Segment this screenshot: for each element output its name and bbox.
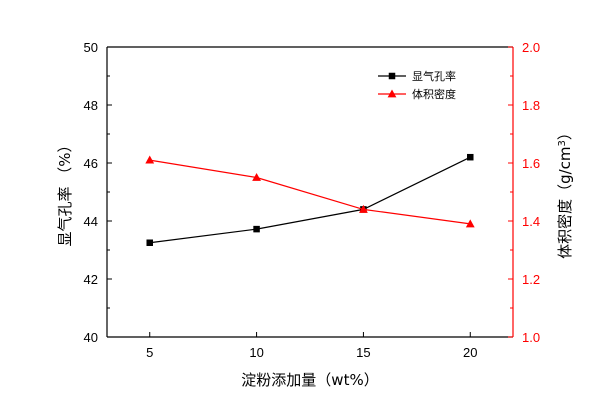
y-right-tick-label: 1.6 <box>522 156 540 171</box>
y-right-title-main: 体积密度（g/cm <box>556 146 574 258</box>
series-line <box>149 159 471 225</box>
data-point-triangle <box>465 219 475 228</box>
legend-label: 显气孔率 <box>412 69 456 83</box>
y-right-tick-label: 1.8 <box>522 98 540 113</box>
y-left-tick-label: 50 <box>84 40 98 55</box>
y-right-title-sup: 3 <box>557 140 568 146</box>
x-tick-label: 5 <box>146 345 153 360</box>
series-line <box>149 156 471 244</box>
y-left-tick-label: 48 <box>84 98 98 113</box>
x-tick-label: 20 <box>463 345 477 360</box>
x-tick-label: 15 <box>356 345 370 360</box>
y-left-tick-label: 46 <box>84 156 98 171</box>
data-point-triangle <box>252 172 261 181</box>
legend-item: 显气孔率 <box>378 69 456 83</box>
data-point-square <box>467 153 474 161</box>
data-point-triangle <box>359 204 368 213</box>
legend-label: 体积密度 <box>412 87 456 101</box>
series <box>145 153 475 246</box>
y-right-tick-label: 1.4 <box>522 214 540 229</box>
data-point-square <box>253 225 260 233</box>
data-point-square <box>146 239 153 246</box>
y-left-tick-label: 44 <box>84 214 98 229</box>
y-left-axis-title: 显气孔率 （%） <box>56 137 74 246</box>
data-point-triangle <box>387 89 397 98</box>
x-tick-label: 10 <box>249 345 263 360</box>
series-density <box>145 155 475 228</box>
x-axis-title: 淀粉添加量（wt%） <box>241 371 378 389</box>
data-point-triangle <box>145 155 155 164</box>
y-left-tick-label: 40 <box>84 330 98 345</box>
y-left-tick-label: 42 <box>84 272 98 287</box>
y-right-axis-title: 体积密度（g/cm3） <box>556 125 574 259</box>
y-right-tick-label: 2.0 <box>522 40 540 55</box>
y-right-tick-label: 1.0 <box>522 330 540 345</box>
legend-item: 体积密度 <box>378 87 456 101</box>
y-right-title-close: ） <box>556 125 574 140</box>
data-point-square <box>388 72 396 80</box>
y-right-tick-label: 1.2 <box>522 272 540 287</box>
ticks: 5 10 15 20 40 42 44 46 48 50 1.0 1.2 1.4 1.6 1.8 2.0 <box>84 40 541 360</box>
